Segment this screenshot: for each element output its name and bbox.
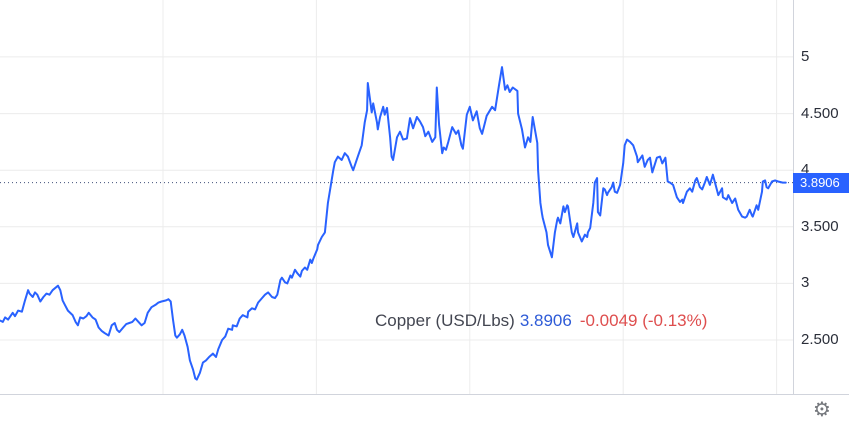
price-chart[interactable] <box>0 0 793 394</box>
chart-plot-area[interactable]: Copper (USD/Lbs) 3.8906 -0.0049 (-0.13%) <box>0 0 793 394</box>
y-axis-tick-label: 3 <box>801 274 810 291</box>
chart-legend: Copper (USD/Lbs) 3.8906 -0.0049 (-0.13%) <box>375 311 707 331</box>
time-axis[interactable]: 20202021202220232024 <box>0 394 794 425</box>
y-axis-tick-label: 4.500 <box>801 105 839 122</box>
price-axis-border <box>793 0 794 394</box>
time-axis-border <box>0 394 849 395</box>
y-axis-tick-label: 4 <box>801 161 810 178</box>
legend-last-price: 3.8906 <box>519 311 572 330</box>
y-axis-tick-label: 2.500 <box>801 331 839 348</box>
settings-gear-icon[interactable]: ⚙ <box>813 397 831 421</box>
legend-symbol-title[interactable]: Copper (USD/Lbs) <box>375 311 515 330</box>
current-price-label: 3.8906 <box>793 173 849 193</box>
y-axis-tick-label: 3.500 <box>801 218 839 235</box>
price-line <box>0 66 787 381</box>
y-axis-tick-label: 5 <box>801 48 810 65</box>
legend-change: -0.0049 (-0.13%) <box>579 311 708 330</box>
